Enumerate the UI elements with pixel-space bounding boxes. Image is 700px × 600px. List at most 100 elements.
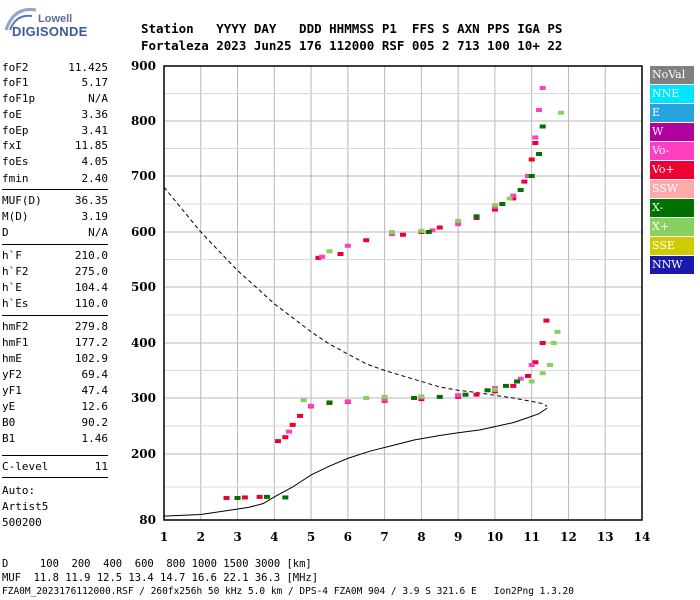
param-row-hmf1: hmF1 177.2 [2,336,108,351]
echo-point-vo [539,86,546,90]
echo-point-vo [539,341,546,345]
x-tick-label: 14 [634,530,651,544]
param-value: N/A [88,226,108,239]
param-row-mufd: MUF(D) 36.35 [2,194,108,209]
x-tick-label: 7 [380,530,388,544]
y-tick-label: 500 [131,280,156,294]
echo-point-x [554,329,561,334]
echo-point-vo [517,376,524,381]
echo-point-vo [388,232,395,237]
param-row-he: h`E 104.4 [2,281,108,296]
echo-point-vo [436,225,443,230]
legend-item-x: X- [650,199,694,217]
echo-point-vo [532,141,539,145]
y-tick-label: 600 [131,225,156,239]
echo-point-vo [510,196,517,201]
param-row-fof1: foF1 5.17 [2,76,108,91]
echo-point-vo [510,383,517,388]
y-tick-label: 300 [131,391,156,405]
echo-point-x [539,124,546,129]
logo-digisonde: DIGISONDE [12,24,88,39]
param-row-foep: foEp 3.41 [2,124,108,139]
echo-point-x [436,394,443,399]
param-row-ye: yE 12.6 [2,400,108,415]
param-row-b1: B1 1.46 [2,432,108,447]
x-tick-label: 11 [523,530,540,544]
param-value: 5.17 [81,76,109,89]
y-tick-label: 80 [139,513,156,527]
echo-point-vo [344,399,351,404]
echo-point-x [528,379,535,384]
param-name: h`F [2,249,22,262]
param-value: 3.41 [81,124,109,137]
param-value: 11.425 [68,61,108,74]
echo-point-vo [282,435,289,440]
param-value: 102.9 [74,352,108,365]
param-name: foEs [2,155,29,168]
x-tick-label: 2 [197,530,205,544]
param-value: 90.2 [81,416,109,429]
echo-point-vo [286,429,293,434]
param-row-hes: h`Es 110.0 [2,297,108,312]
footer-file-info: FZA0M_2023176112000.RSF / 260fx256h 50 k… [2,586,574,597]
param-name: fmin [2,172,29,185]
panel-divider [2,244,108,245]
panel-divider [2,189,108,190]
echo-point-vo [473,392,480,397]
param-name: C-level [2,460,49,473]
param-value: 47.4 [81,384,109,397]
param-name: hmE [2,352,22,365]
echo-point-x [502,383,509,388]
param-name: M(D) [2,210,29,223]
echo-point-x [300,398,307,403]
echo-point-vo [289,422,296,427]
y-tick-label: 800 [131,114,156,128]
echo-point-x [388,230,395,234]
param-row-hf: h`F 210.0 [2,249,108,264]
echo-point-x [499,202,506,206]
footer-distance-row: D 100 200 400 600 800 1000 1500 3000 [km… [2,558,312,570]
echo-point-x [473,214,480,219]
echo-point-x [418,228,425,233]
legend-item-e: E [650,104,694,122]
param-name: foF1 [2,76,29,89]
echo-point-x [536,152,543,156]
param-name: hmF1 [2,336,29,349]
x-tick-label: 5 [307,530,315,544]
param-value: 11 [94,460,108,473]
param-value: 2.40 [81,172,109,185]
param-value: 275.0 [74,265,108,278]
echo-point-vo [525,174,532,178]
logo-lowell: Lowell [38,13,73,25]
param-value: 104.4 [74,281,108,294]
echo-point-vo [344,243,351,248]
legend-item-sse: SSE [650,237,694,255]
param-name: h`Es [2,297,29,310]
param-name: yF2 [2,368,22,381]
param-name: D [2,226,9,239]
echo-point-vo [528,363,535,367]
param-name: h`E [2,281,22,294]
x-tick-label: 8 [417,530,425,544]
footer-muf-row: MUF 11.8 11.9 12.5 13.4 14.7 16.6 22.1 3… [2,572,319,584]
echo-point-x [381,394,388,399]
y-tick-label: 200 [131,447,156,461]
echo-point-x [418,394,425,399]
param-value: 69.4 [81,368,109,381]
echo-point-x [528,174,535,178]
header-labels: Station YYYY DAY DDD HHMMSS P1 FFS S AXN… [141,21,563,36]
param-row-md: M(D) 3.19 [2,210,108,225]
echo-point-vo [491,207,498,212]
param-name: foE [2,108,22,121]
echo-point-x [558,110,565,115]
param-row-foe: foE 3.36 [2,108,108,123]
echo-point-vo [521,179,528,184]
echo-point-x [282,495,289,500]
x-tick-label: 6 [344,530,352,544]
echo-point-x [425,230,432,234]
x-tick-label: 3 [233,530,241,544]
param-row-fof1p: foF1p N/A [2,92,108,107]
logo-icon [4,7,37,31]
echo-point-vo [400,232,406,237]
autoscaler-version: 500200 [2,516,42,529]
